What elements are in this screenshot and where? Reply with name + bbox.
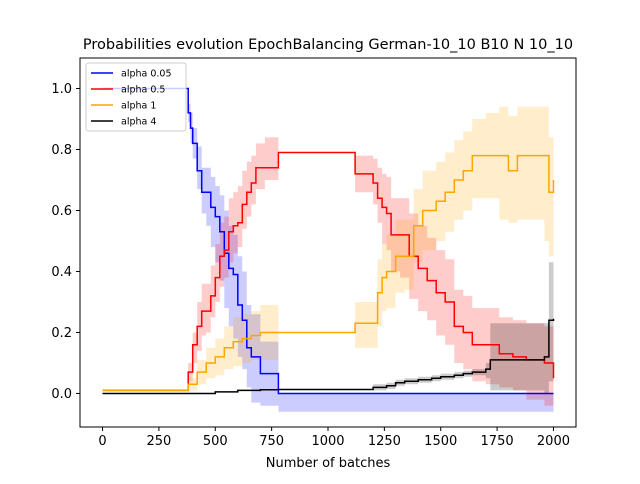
series-line-1 bbox=[102, 151, 555, 392]
y-tick-label: 1.0 bbox=[51, 82, 72, 97]
x-tick-label: 0 bbox=[98, 434, 106, 449]
series-line-3 bbox=[102, 318, 555, 395]
y-tick-label: 0.2 bbox=[51, 326, 72, 341]
x-tick-label: 2000 bbox=[537, 434, 570, 449]
y-axis: 0.0 0.2 0.4 0.6 0.8 1.0 bbox=[51, 82, 80, 402]
legend-box bbox=[85, 62, 187, 132]
y-tick-label: 0.8 bbox=[51, 143, 72, 158]
y-tick-label: 0.0 bbox=[51, 387, 72, 402]
y-tick-label: 0.6 bbox=[51, 204, 72, 219]
confidence-bands bbox=[102, 88, 554, 412]
band-2 bbox=[102, 106, 554, 391]
band-3 bbox=[102, 262, 554, 394]
x-axis-label: Number of batches bbox=[266, 456, 391, 471]
legend-entry: alpha 0.5 bbox=[121, 85, 165, 96]
legend-entry: alpha 4 bbox=[121, 117, 156, 128]
x-tick-label: 250 bbox=[146, 434, 171, 449]
band-1 bbox=[102, 137, 554, 406]
legend-entry: alpha 0.05 bbox=[121, 69, 172, 80]
series-line-2 bbox=[102, 154, 555, 392]
legend-entry: alpha 1 bbox=[121, 101, 156, 112]
chart-title: Probabilities evolution EpochBalancing G… bbox=[83, 37, 573, 53]
x-tick-label: 1250 bbox=[368, 434, 401, 449]
x-tick-label: 1750 bbox=[481, 434, 514, 449]
y-tick-label: 0.4 bbox=[51, 265, 72, 280]
x-tick-label: 750 bbox=[259, 434, 284, 449]
x-tick-label: 1500 bbox=[424, 434, 457, 449]
series-line-0 bbox=[102, 87, 554, 395]
legend: alpha 0.05 alpha 0.5 alpha 1 alpha 4 bbox=[85, 62, 187, 132]
x-tick-label: 500 bbox=[203, 434, 228, 449]
series-lines bbox=[102, 87, 555, 395]
x-tick-label: 1000 bbox=[311, 434, 344, 449]
x-axis: 0 250 500 750 1000 1250 1500 1750 2000 bbox=[98, 427, 570, 449]
